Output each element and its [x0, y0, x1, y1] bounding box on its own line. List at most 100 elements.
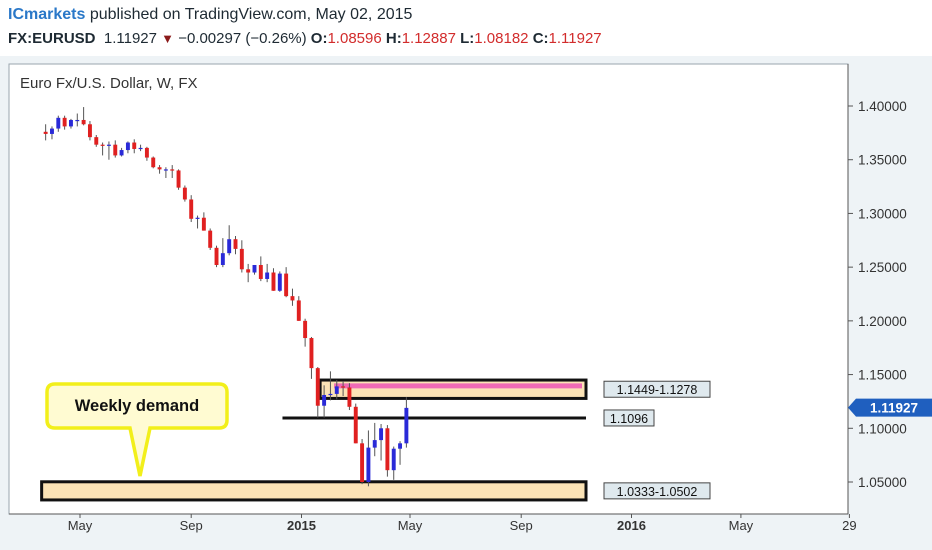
candle-up	[366, 447, 371, 482]
candle-up	[106, 144, 111, 146]
candle-down	[284, 273, 289, 297]
brand-link[interactable]: ICmarkets	[8, 6, 86, 23]
candle-down	[157, 167, 162, 170]
x-tick-label: May	[68, 518, 93, 533]
candle-down	[385, 428, 390, 471]
y-tick-label: 1.05000	[858, 475, 907, 490]
level-label: 1.1096	[610, 412, 648, 426]
last-price-label: 1.11927	[870, 401, 918, 416]
high-label: H:	[385, 30, 402, 47]
candle-up	[277, 273, 282, 291]
candle-up	[227, 239, 232, 254]
candle-down	[43, 131, 48, 134]
x-tick-label: Sep	[180, 518, 203, 533]
candle-down	[271, 272, 276, 291]
candle-down	[94, 137, 99, 145]
candle-down	[214, 247, 219, 265]
candle-up	[75, 119, 80, 122]
candle-down	[189, 199, 194, 219]
callout-text: Weekly demand	[75, 397, 199, 415]
candle-up	[404, 407, 409, 444]
last-price: 1.11927	[103, 30, 157, 47]
close-value: 1.11927	[548, 30, 602, 47]
candle-up	[220, 253, 225, 265]
candle-down	[296, 300, 301, 321]
candle-up	[163, 169, 168, 171]
candle-up	[195, 217, 200, 219]
candle-down	[144, 147, 149, 158]
x-tick-label: 2016	[617, 518, 646, 533]
candle-down	[315, 368, 320, 406]
candle-down	[170, 169, 175, 171]
y-tick-label: 1.25000	[858, 260, 907, 275]
candle-down	[246, 269, 251, 273]
candle-up	[334, 386, 339, 394]
low-value: 1.08182	[474, 30, 529, 47]
y-tick-label: 1.10000	[858, 421, 907, 436]
candle-down	[258, 264, 263, 279]
high-value: 1.12887	[401, 30, 456, 47]
candle-down	[81, 119, 86, 125]
candle-down	[309, 338, 314, 369]
candle-up	[50, 128, 54, 134]
candle-up	[265, 272, 270, 279]
candle-down	[87, 124, 92, 138]
down-triangle-icon: ▼	[161, 31, 175, 46]
candle-down	[290, 296, 295, 301]
candle-down	[341, 386, 346, 388]
candle-up	[56, 117, 61, 129]
candle-down	[239, 248, 244, 270]
supply-demand-zone[interactable]	[318, 378, 588, 400]
y-tick-label: 1.20000	[858, 314, 907, 329]
candle-up	[119, 150, 124, 156]
candle-up	[391, 448, 396, 471]
x-tick-label: 29	[842, 518, 856, 533]
change-value: −0.00297 (−0.26%)	[178, 30, 307, 47]
candle-up	[328, 393, 333, 396]
candle-down	[360, 443, 365, 482]
candle-down	[182, 187, 187, 200]
candle-up	[252, 264, 257, 273]
low-label: L:	[460, 30, 475, 47]
y-tick-label: 1.15000	[858, 368, 907, 383]
open-label: O:	[310, 30, 328, 47]
candle-down	[176, 170, 181, 188]
zone-label: 1.0333-1.0502	[617, 485, 698, 499]
x-tick-label: May	[729, 518, 754, 533]
x-tick-label: May	[398, 518, 423, 533]
candle-up	[372, 440, 377, 448]
candle-down	[201, 217, 206, 231]
supply-demand-zone[interactable]	[40, 480, 588, 502]
x-tick-label: 2015	[287, 518, 316, 533]
symbol-label: FX:EURUSD	[8, 30, 96, 47]
candle-down	[303, 320, 308, 339]
x-tick-label: Sep	[510, 518, 533, 533]
candle-down	[151, 157, 156, 168]
quote-line: FX:EURUSD 1.11927 ▼ −0.00297 (−0.26%) O:…	[8, 30, 602, 47]
published-text: published on TradingView.com, May 02, 20…	[89, 6, 413, 23]
candle-down	[113, 144, 118, 156]
close-label: C:	[532, 30, 549, 47]
y-tick-label: 1.30000	[858, 206, 907, 221]
open-value: 1.08596	[327, 30, 382, 47]
y-tick-label: 1.40000	[858, 99, 907, 114]
published-line: ICmarkets published on TradingView.com, …	[8, 6, 412, 24]
last-price-tag	[848, 398, 932, 417]
zone-label-box	[603, 482, 711, 500]
candle-up	[379, 428, 384, 441]
candle-down	[208, 230, 213, 248]
candle-down	[233, 239, 238, 249]
candle-up	[322, 394, 327, 406]
candle-up	[138, 147, 143, 150]
zone-label-box	[603, 380, 711, 398]
candle-down	[62, 117, 67, 127]
zone-label: 1.1449-1.1278	[617, 383, 698, 397]
level-label-box	[603, 409, 655, 427]
candle-down	[353, 406, 358, 444]
y-tick-label: 1.35000	[858, 153, 907, 168]
chart-title: Euro Fx/U.S. Dollar, W, FX	[20, 75, 198, 92]
candle-up	[68, 119, 73, 127]
candle-up	[125, 142, 130, 151]
candle-up	[398, 443, 403, 449]
